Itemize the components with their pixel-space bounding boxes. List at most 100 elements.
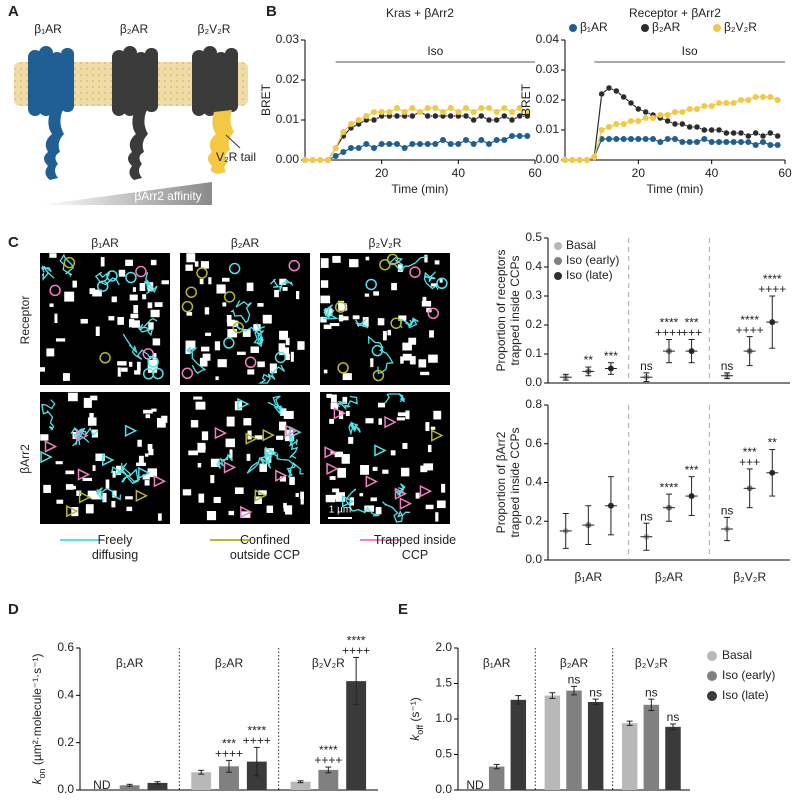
marker	[106, 270, 118, 282]
spot	[56, 499, 64, 504]
spot	[337, 467, 346, 478]
receptor-label: β₂V₂R	[198, 22, 231, 36]
data-point	[657, 139, 664, 145]
legend-label: Iso (early)	[722, 668, 775, 682]
spot	[329, 322, 340, 327]
scale-label: 1 µm	[329, 505, 351, 516]
y-tick-label: 0.00	[276, 152, 300, 166]
track	[289, 433, 299, 459]
spot	[90, 395, 98, 401]
data-point	[355, 145, 362, 151]
spot	[225, 438, 235, 448]
significance: ns	[721, 359, 734, 373]
significance: ***	[222, 737, 236, 751]
spot	[156, 417, 166, 428]
legend-marker	[554, 242, 562, 250]
data-point	[628, 136, 634, 142]
significance: +++	[739, 455, 760, 469]
data-point	[715, 126, 723, 134]
legend-label: Confined outside CCP	[229, 533, 301, 562]
spot	[243, 418, 252, 426]
marker	[324, 446, 337, 459]
spot	[202, 353, 211, 361]
spot	[161, 280, 169, 285]
marker	[419, 484, 433, 498]
panel-label: A	[8, 3, 19, 20]
spot	[142, 294, 147, 300]
y-axis-label: trapped inside CCPs	[508, 255, 522, 365]
spot	[210, 475, 215, 484]
marker	[365, 278, 377, 291]
bar	[219, 766, 239, 790]
data-point	[767, 129, 774, 137]
y-axis-label: Proportion of βArr2	[494, 431, 508, 533]
marker	[124, 424, 138, 437]
spot	[246, 453, 251, 461]
data-point	[708, 103, 715, 109]
spot	[439, 278, 443, 283]
track	[230, 300, 252, 324]
column-label: β₂AR	[231, 236, 260, 250]
spot	[68, 392, 78, 402]
tail-label: V₂R tail	[216, 150, 256, 164]
significance: ***	[604, 349, 618, 363]
track	[110, 466, 141, 485]
schematic: β₁AR β₂AR β₂V₂R V₂R tail βArr2 affinity	[14, 22, 256, 205]
spot	[226, 314, 232, 323]
spot	[186, 253, 196, 263]
spot	[247, 369, 255, 375]
marker	[326, 462, 339, 475]
x-tick-label: 40	[705, 166, 719, 180]
legend-marker	[554, 257, 562, 265]
data-point	[440, 109, 446, 115]
spot	[362, 317, 369, 327]
legend-label: Basal	[722, 648, 752, 662]
data-point	[417, 141, 423, 147]
spot	[257, 361, 265, 368]
chart-title: Receptor + βArr2	[629, 6, 721, 20]
spot	[398, 315, 407, 321]
marker	[274, 351, 287, 364]
data-point	[509, 109, 515, 115]
marker	[181, 367, 194, 380]
track	[336, 395, 358, 411]
track	[345, 488, 380, 517]
data-point	[671, 120, 679, 128]
spot	[278, 343, 286, 352]
data-point	[370, 116, 378, 124]
data-point	[693, 123, 701, 131]
data-point	[432, 112, 439, 120]
spot	[279, 330, 289, 340]
image	[40, 392, 170, 524]
receptor-label: β₂AR	[120, 22, 149, 36]
spot	[201, 346, 210, 352]
data-point	[730, 129, 737, 137]
group-label: β₂V₂R	[635, 656, 668, 670]
significance: ns	[640, 509, 653, 523]
data-point	[598, 127, 605, 133]
marker	[135, 265, 147, 278]
spot	[134, 370, 141, 375]
leader	[225, 134, 241, 149]
marker	[390, 317, 402, 329]
spot	[430, 426, 436, 430]
spot	[276, 435, 284, 440]
marker	[237, 397, 250, 411]
marker	[288, 259, 300, 272]
data-point	[760, 94, 766, 100]
x-axis-label: Time (min)	[647, 182, 704, 196]
image	[180, 253, 310, 385]
data-point	[363, 113, 370, 119]
spot	[365, 256, 370, 261]
data-point	[752, 94, 759, 100]
marker	[142, 348, 154, 360]
marker	[147, 356, 159, 368]
spot	[132, 287, 136, 292]
marker	[240, 505, 253, 519]
spot	[280, 408, 287, 416]
spot	[148, 322, 154, 330]
spot	[143, 409, 153, 414]
data-point	[409, 141, 416, 147]
significance: ***	[685, 463, 699, 477]
spot	[332, 488, 340, 493]
